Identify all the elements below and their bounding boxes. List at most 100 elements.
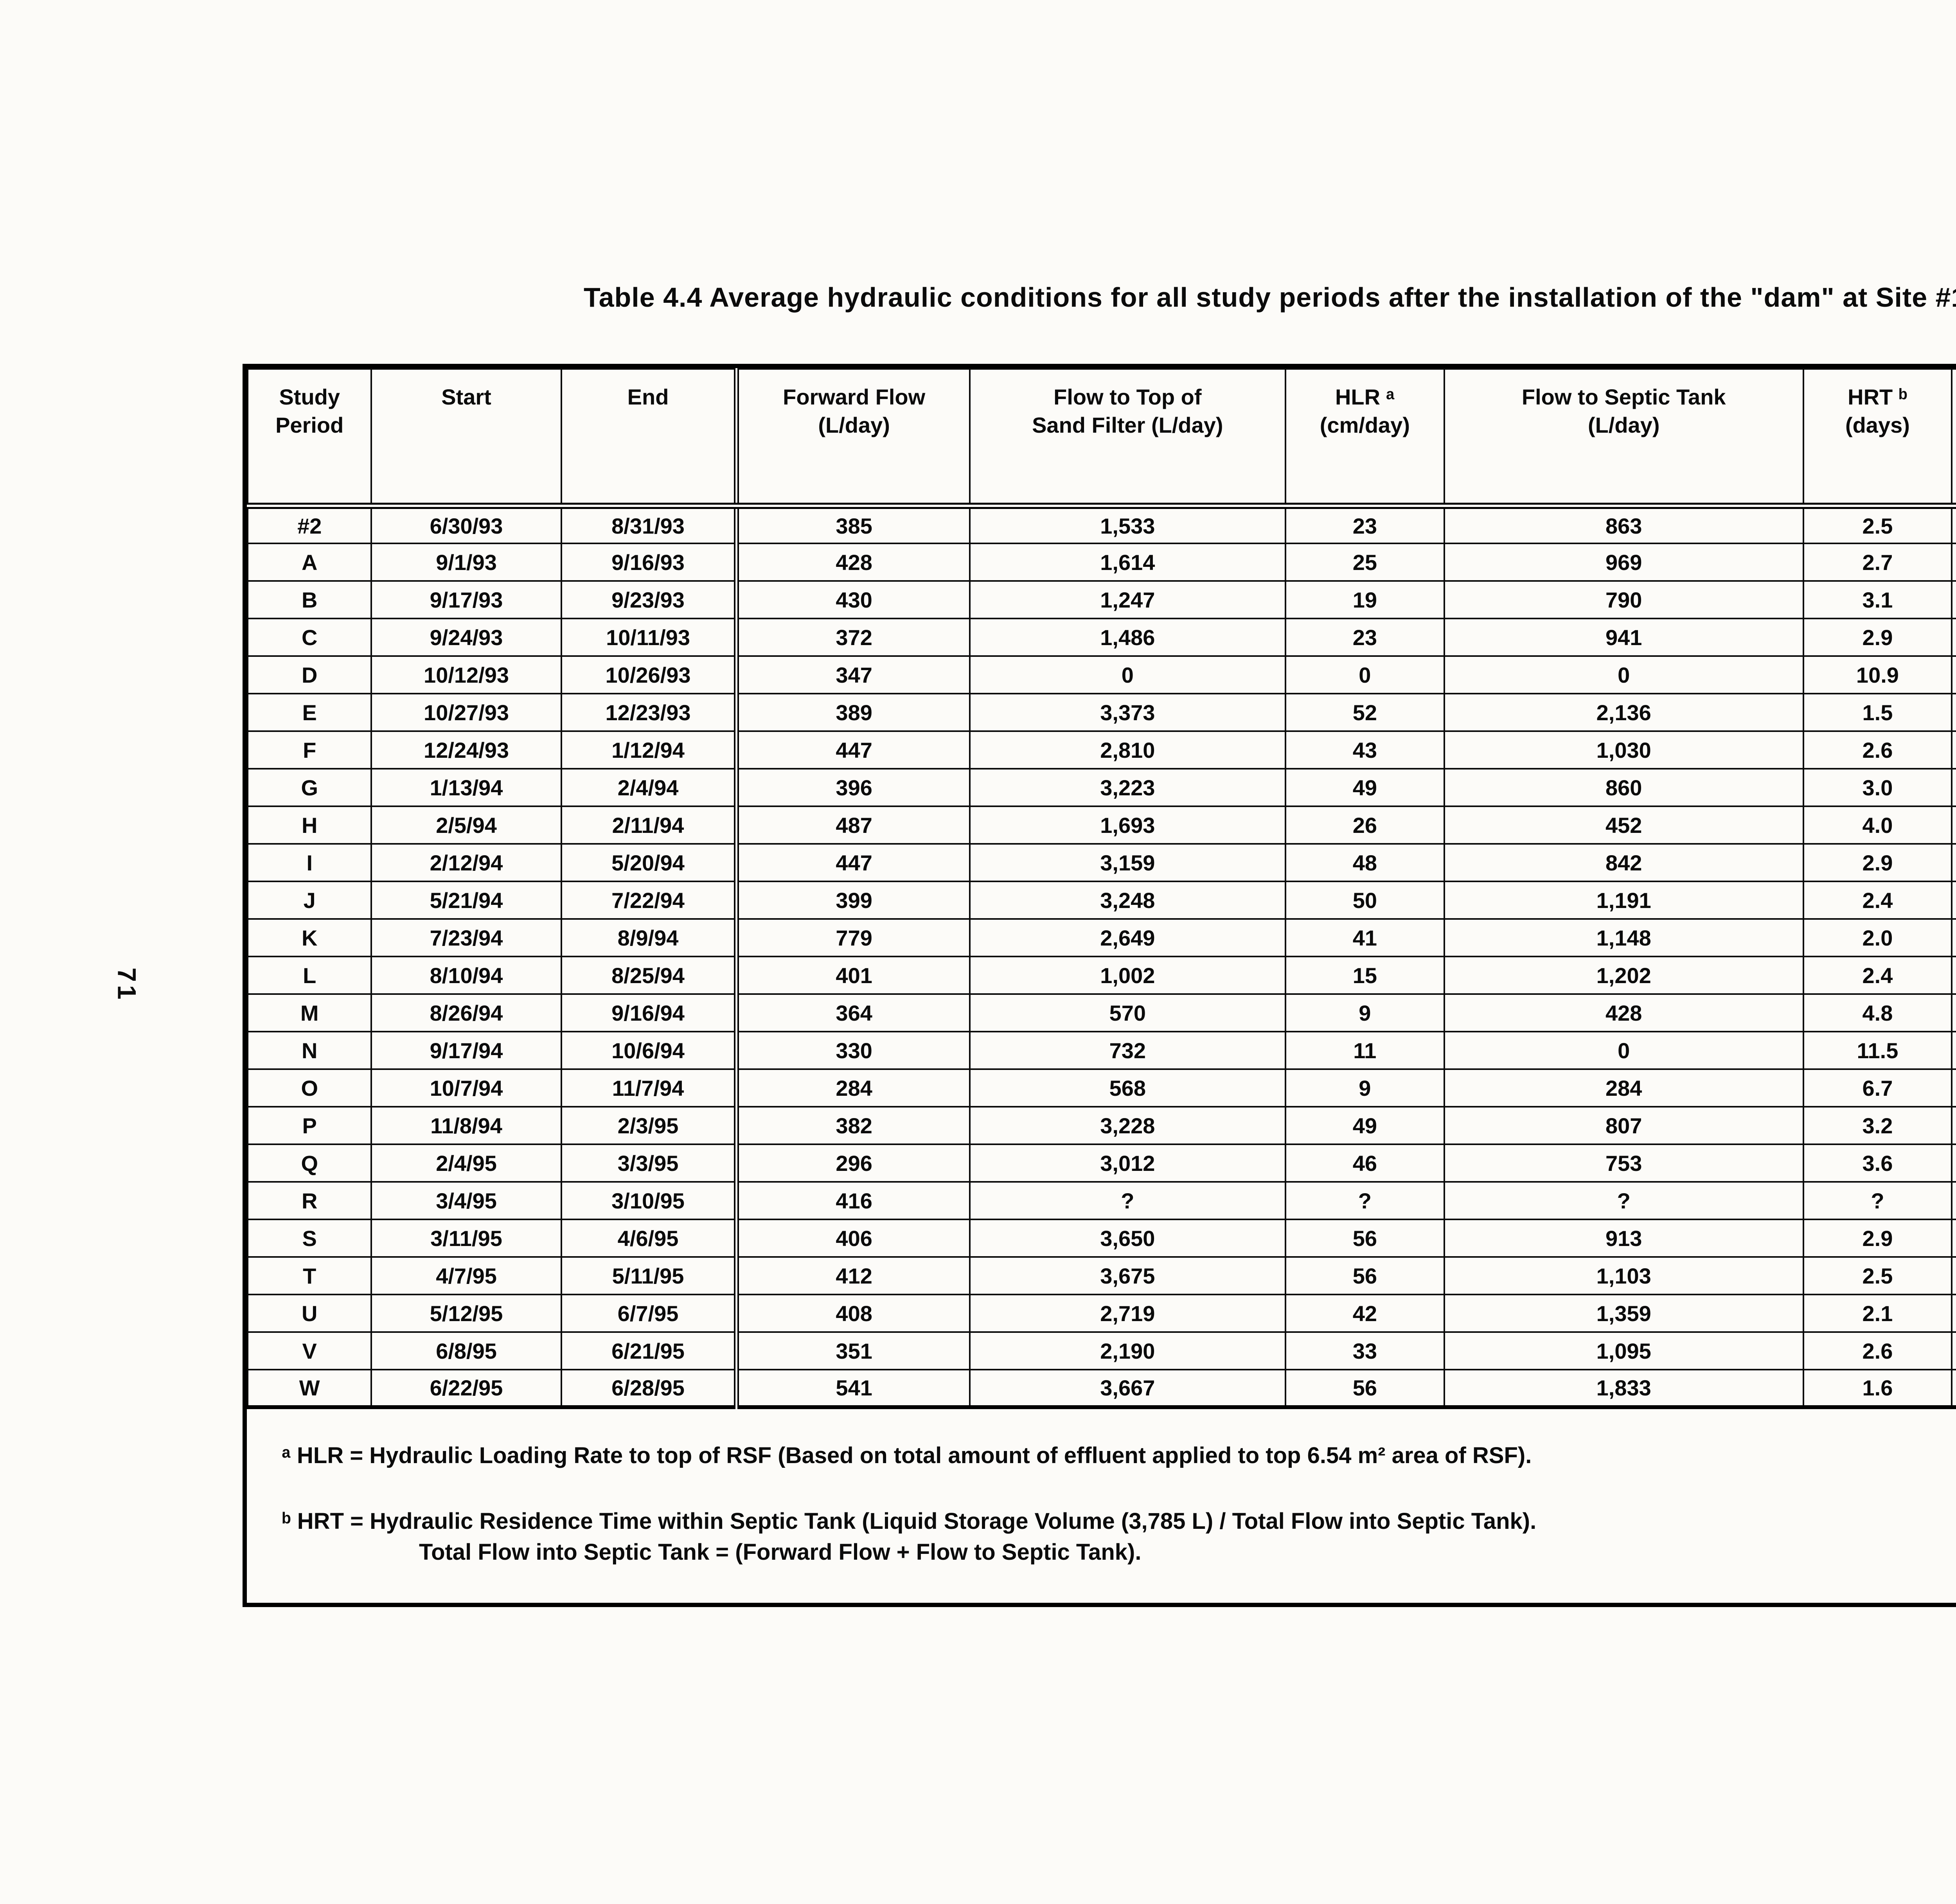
table-cell: 1,095: [1443, 1331, 1804, 1370]
table-cell: 3.1: [1802, 580, 1953, 619]
table-cell: 3,675: [969, 1256, 1286, 1295]
table-cell: 49: [1284, 768, 1445, 807]
table-cell: 2.0: [1802, 918, 1953, 957]
table-cell: 9/17/94: [370, 1031, 562, 1070]
table-cell: 4.0: [1802, 805, 1953, 845]
table-cell: 330: [735, 1031, 971, 1070]
table-cell: 56: [1284, 1369, 1445, 1408]
table-cell: 2/5/94: [370, 805, 562, 845]
table-cell: 1.6: [1802, 1369, 1953, 1408]
table-cell: 11/8/94: [370, 1106, 562, 1145]
table-cell: 408: [735, 1294, 971, 1333]
table-cell: 10/26/93: [560, 655, 739, 694]
table-cell: 3/3/95: [560, 1143, 739, 1183]
table-cell: 10/11/93: [560, 618, 739, 657]
table-cell: 9: [1284, 993, 1445, 1032]
table-cell: 541: [735, 1369, 971, 1408]
table-cell: 0: [969, 655, 1286, 694]
table-cell: D: [246, 655, 372, 694]
table-cell: 447: [735, 843, 971, 882]
table-cell: N: [246, 1031, 372, 1070]
table-cell: 0: [1951, 655, 1956, 694]
table-cell: K: [246, 918, 372, 957]
table-cell: 284: [1443, 1068, 1804, 1108]
table-cell: 1,247: [969, 580, 1286, 619]
table-cell: 33: [1284, 1331, 1445, 1370]
table-cell: 2,649: [969, 918, 1286, 957]
table-cell: 2.5: [1802, 505, 1953, 544]
table-cell: 4/7/95: [370, 1256, 562, 1295]
table-cell: 6/7/95: [560, 1294, 739, 1333]
table-cell: 9: [1284, 1068, 1445, 1108]
table-cell: 1,833: [1443, 1369, 1804, 1408]
table-cell: 447: [735, 730, 971, 770]
table-cell: 2.5: [1802, 1256, 1953, 1295]
table-cell: 2.6: [1802, 1331, 1953, 1370]
table-cell: 1/13/94: [370, 768, 562, 807]
table-cell: 372: [735, 618, 971, 657]
table-cell: 5/21/94: [370, 881, 562, 920]
table-cell: 46: [1284, 1143, 1445, 1183]
table-cell: 284: [735, 1068, 971, 1108]
table-cell: 389: [735, 693, 971, 732]
column-header: HRT ᵇ (days): [1802, 368, 1953, 509]
column-header: Flow to Top of Sand Filter (L/day): [969, 368, 1286, 509]
table-cell: 201: [1951, 956, 1956, 995]
table-cell: 2/3/95: [560, 1106, 739, 1145]
table-cell: 3/10/95: [560, 1181, 739, 1220]
table-cell: 190: [1951, 993, 1956, 1032]
table-cell: 401: [735, 956, 971, 995]
table-cell: 332: [1951, 580, 1956, 619]
table-cell: 3.6: [1802, 1143, 1953, 1183]
table-cell: 1,614: [969, 543, 1286, 582]
table-cell: S: [246, 1219, 372, 1258]
table-header-row: Study Period Start End Forward Flow (L/day)…: [246, 368, 1956, 509]
table-cell: 10.9: [1802, 655, 1953, 694]
table-cell: A: [246, 543, 372, 582]
table-cell: 0: [1951, 1143, 1956, 1183]
table-cell: ?: [1802, 1181, 1953, 1220]
table-cell: ?: [969, 1181, 1286, 1220]
table-cell: 0: [1284, 655, 1445, 694]
table-cell: 3,650: [969, 1219, 1286, 1258]
footnotes: ᵃ HLR = Hydraulic Loading Rate to top of…: [247, 1409, 1956, 1603]
table-cell: 0: [1951, 1219, 1956, 1258]
table-cell: 12/24/93: [370, 730, 562, 770]
table-cell: 226: [1951, 805, 1956, 845]
table-cell: 23: [1284, 505, 1445, 544]
table-cell: 6.7: [1802, 1068, 1953, 1108]
table-cell: 8/25/94: [560, 956, 739, 995]
table-cell: 842: [1443, 843, 1804, 882]
table-cell: L: [246, 956, 372, 995]
table-cell: 406: [735, 1219, 971, 1258]
table-cell: 2/4/95: [370, 1143, 562, 1183]
table-cell: H: [246, 805, 372, 845]
table-cell: 2.4: [1802, 956, 1953, 995]
table-cell: 42: [1284, 1294, 1445, 1333]
table-cell: 113: [1951, 1068, 1956, 1108]
column-header: Start: [370, 368, 562, 509]
table-cell: 2/4/94: [560, 768, 739, 807]
table-cell: 385: [1951, 505, 1956, 544]
table-cell: 3,667: [969, 1369, 1286, 1408]
table-cell: 11: [1284, 1031, 1445, 1070]
footnote-hlr: ᵃ HLR = Hydraulic Loading Rate to top of…: [282, 1443, 1532, 1468]
table-cell: U: [246, 1294, 372, 1333]
table-cell: 452: [1443, 805, 1804, 845]
table-cell: 347: [735, 655, 971, 694]
table-cell: 49: [1284, 1106, 1445, 1145]
table-cell: 5/12/95: [370, 1294, 562, 1333]
table-cell: 399: [735, 881, 971, 920]
table-cell: 913: [1443, 1219, 1804, 1258]
table-cell: 0: [1951, 1256, 1956, 1295]
table-cell: 2.1: [1802, 1294, 1953, 1333]
